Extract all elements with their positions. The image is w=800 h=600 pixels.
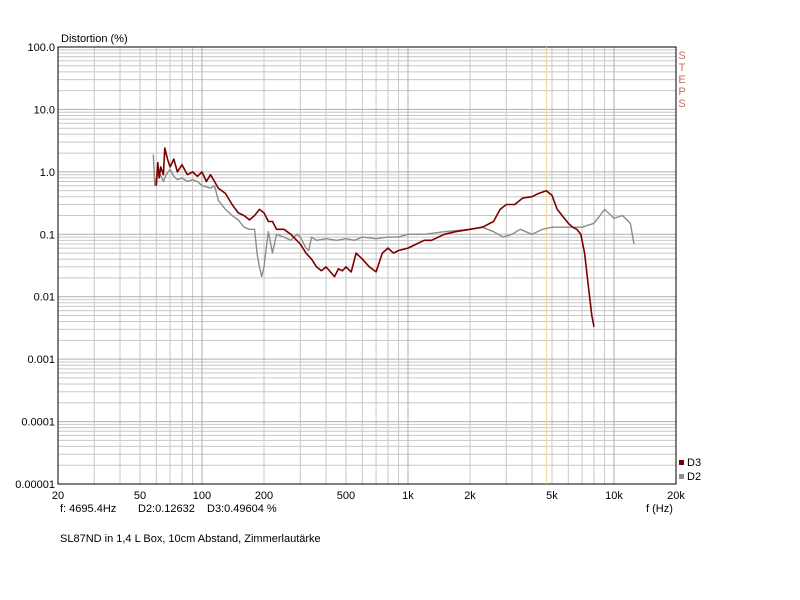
plot-frame — [57, 46, 677, 485]
x-tick-label: 20k — [667, 490, 685, 502]
side-label-letter: S — [678, 98, 685, 110]
y-tick-label: 100.0 — [27, 42, 55, 54]
series-layer — [152, 147, 635, 327]
x-tick-label: 1k — [402, 490, 414, 502]
y-tick-label: 1.0 — [40, 167, 55, 179]
side-label-letter: T — [679, 62, 686, 74]
x-tick-label: 2k — [464, 490, 476, 502]
legend-label-d2: D2 — [687, 471, 701, 483]
x-tick-label: 100 — [193, 490, 211, 502]
y-axis-label: Distortion (%) — [61, 33, 128, 45]
x-tick-label: 5k — [546, 490, 558, 502]
series-line-d2 — [152, 154, 635, 278]
side-label-letter: S — [678, 50, 685, 62]
y-tick-label: 0.00001 — [15, 479, 55, 491]
series-line-d3 — [155, 147, 595, 327]
x-tick-label: 200 — [255, 490, 273, 502]
y-tick-labels: 100.0 10.0 1.0 0.1 0.01 0.001 0.0001 0.00001 — [15, 42, 55, 491]
readout-frequency: f: 4695.4Hz — [60, 503, 116, 515]
minor-grid — [58, 47, 676, 484]
x-tick-labels: 20 50 100 200 500 1k 2k 5k 10k 20k — [52, 490, 685, 502]
plot-background — [58, 47, 676, 484]
readout-d3: D3:0.49604 % — [207, 503, 277, 515]
x-axis-label: f (Hz) — [646, 503, 673, 515]
y-tick-label: 10.0 — [34, 104, 55, 116]
y-tick-label: 0.001 — [27, 354, 55, 366]
y-tick-label: 0.01 — [34, 292, 55, 304]
legend-label-d3: D3 — [687, 457, 701, 469]
side-label-letter: E — [678, 74, 685, 86]
legend-swatch-d3 — [679, 460, 684, 465]
y-tick-label: 0.0001 — [21, 417, 55, 429]
readout-d2: D2:0.12632 — [138, 503, 195, 515]
y-tick-label: 0.1 — [40, 229, 55, 241]
legend-swatch-d2 — [679, 474, 684, 479]
x-tick-label: 20 — [52, 490, 64, 502]
x-tick-label: 10k — [605, 490, 623, 502]
x-tick-label: 50 — [134, 490, 146, 502]
chart-caption: SL87ND in 1,4 L Box, 10cm Abstand, Zimme… — [60, 533, 321, 545]
x-tick-label: 500 — [337, 490, 355, 502]
major-grid — [58, 47, 676, 484]
side-label-letter: P — [678, 86, 685, 98]
